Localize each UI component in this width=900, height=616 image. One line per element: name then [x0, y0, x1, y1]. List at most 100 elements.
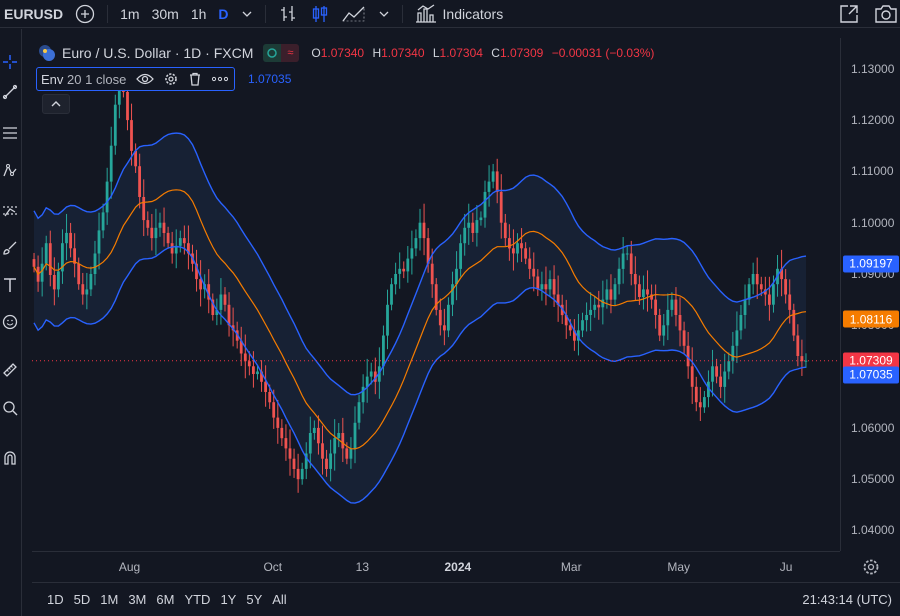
- candle-body: [804, 360, 808, 362]
- candle-body: [747, 284, 751, 300]
- compare-symbol-button[interactable]: [69, 0, 101, 28]
- zoom-in-icon: [3, 401, 18, 416]
- crosshair-tool-button[interactable]: [0, 51, 20, 73]
- area-chart-type-button[interactable]: [336, 0, 372, 28]
- interval-1h-button[interactable]: 1h: [190, 5, 207, 22]
- pattern-tool-button[interactable]: [0, 160, 20, 182]
- interval-1m-button[interactable]: 1m: [120, 5, 140, 22]
- indicator-settings-button[interactable]: [164, 72, 178, 86]
- range-ytd-button[interactable]: YTD: [184, 592, 211, 607]
- ruler-tool-button[interactable]: [0, 359, 20, 381]
- smiley-icon: [2, 314, 18, 330]
- emoji-tool-button[interactable]: [0, 311, 20, 333]
- candle-body: [40, 263, 44, 282]
- candle-body: [564, 315, 568, 326]
- pattern-icon: [3, 164, 17, 177]
- candle-body: [134, 150, 137, 167]
- interval-d-button[interactable]: D: [218, 5, 229, 22]
- collapse-legend-button[interactable]: [42, 94, 70, 114]
- candle-body: [544, 284, 548, 290]
- candle-body: [256, 371, 259, 375]
- candle-body: [304, 453, 308, 469]
- price-tick-label: 1.11000: [851, 164, 894, 179]
- candle-body: [170, 243, 174, 254]
- candle-body: [382, 335, 385, 367]
- candle-body: [69, 232, 72, 249]
- range-1y-button[interactable]: 1Y: [220, 592, 237, 607]
- candle-body: [341, 433, 345, 449]
- candle-body: [475, 220, 479, 233]
- gear-icon: [165, 73, 178, 85]
- time-axis[interactable]: Aug Oct 13 2024 Mar May Ju: [32, 551, 840, 581]
- interval-dropdown-button[interactable]: [235, 0, 259, 28]
- price-tick-label: 1.10000: [851, 215, 895, 230]
- price-scale-label: 1.07035: [843, 366, 899, 384]
- candle-body: [690, 366, 694, 387]
- magnet-icon: [4, 451, 16, 465]
- candle-body: [455, 268, 458, 285]
- candle-body: [81, 284, 85, 295]
- candle-body: [447, 304, 450, 331]
- candle-body: [272, 402, 276, 418]
- indicator-legend-envelope[interactable]: Env 20 1 close: [36, 67, 236, 91]
- candle-body: [577, 330, 580, 341]
- range-all-button[interactable]: All: [272, 592, 287, 607]
- candle-body: [434, 284, 438, 310]
- toggle-visibility-button[interactable]: [136, 72, 155, 86]
- candle-body: [763, 289, 767, 295]
- range-1m-button[interactable]: 1M: [100, 592, 119, 607]
- close-value: 1.07309: [499, 46, 544, 60]
- price-chart[interactable]: [32, 38, 840, 551]
- chart-settings-button[interactable]: [862, 558, 880, 581]
- interval-30m-button[interactable]: 30m: [151, 5, 179, 22]
- more-horizontal-icon: [212, 76, 229, 82]
- candle-body: [300, 468, 304, 480]
- toolbar-divider: [264, 4, 266, 23]
- snapshot-button[interactable]: [868, 0, 900, 28]
- candle-body: [585, 315, 588, 321]
- indicators-button[interactable]: Indicators: [409, 0, 510, 28]
- indicator-more-button[interactable]: [212, 76, 229, 82]
- candle-body: [703, 397, 706, 408]
- trash-icon: [190, 72, 201, 86]
- candle-body: [601, 299, 605, 308]
- chart-legend: Euro / U.S. Dollar · 1D · FXCM ≈ O1.0734…: [38, 44, 659, 62]
- market-status-pill[interactable]: ≈: [263, 44, 300, 62]
- candle-body: [678, 315, 682, 331]
- candle-body: [707, 381, 710, 398]
- candle-body: [101, 212, 105, 231]
- candle-body: [57, 271, 60, 290]
- brush-tool-button[interactable]: [0, 237, 20, 259]
- range-6m-button[interactable]: 6M: [156, 592, 175, 607]
- range-3m-button[interactable]: 3M: [128, 592, 147, 607]
- candle-body: [451, 284, 454, 305]
- fib-tool-button[interactable]: [0, 122, 20, 144]
- fullscreen-button[interactable]: [832, 0, 866, 28]
- range-1d-button[interactable]: 1D: [47, 592, 64, 607]
- series-title[interactable]: Euro / U.S. Dollar · 1D · FXCM: [62, 45, 254, 61]
- chart-type-dropdown-button[interactable]: [372, 0, 396, 28]
- bar-chart-type-button[interactable]: [272, 0, 304, 28]
- candles-chart-type-button[interactable]: [304, 0, 336, 28]
- candle-body: [357, 402, 361, 423]
- range-5d-button[interactable]: 5D: [73, 592, 91, 607]
- candle-body: [353, 422, 357, 449]
- forecast-icon: [3, 206, 17, 217]
- timezone-clock[interactable]: 21:43:14 (UTC): [802, 592, 892, 607]
- envelope-band-fill: [34, 133, 806, 504]
- candle-body: [723, 371, 727, 387]
- zoom-tool-button[interactable]: [0, 397, 20, 419]
- chart-pane[interactable]: [32, 38, 840, 551]
- candle-body: [719, 376, 722, 387]
- text-tool-button[interactable]: [0, 274, 20, 296]
- candle-body: [426, 238, 430, 264]
- remove-indicator-button[interactable]: [188, 72, 202, 86]
- price-axis[interactable]: 1.130001.120001.110001.100001.090001.080…: [840, 38, 900, 551]
- candle-body: [48, 243, 52, 275]
- range-5y-button[interactable]: 5Y: [246, 592, 263, 607]
- forecast-tool-button[interactable]: [0, 200, 20, 222]
- trend-line-tool-button[interactable]: [0, 81, 20, 103]
- symbol-button[interactable]: EURUSD: [4, 5, 64, 22]
- magnet-tool-button[interactable]: [0, 447, 20, 469]
- candle-body: [150, 227, 154, 239]
